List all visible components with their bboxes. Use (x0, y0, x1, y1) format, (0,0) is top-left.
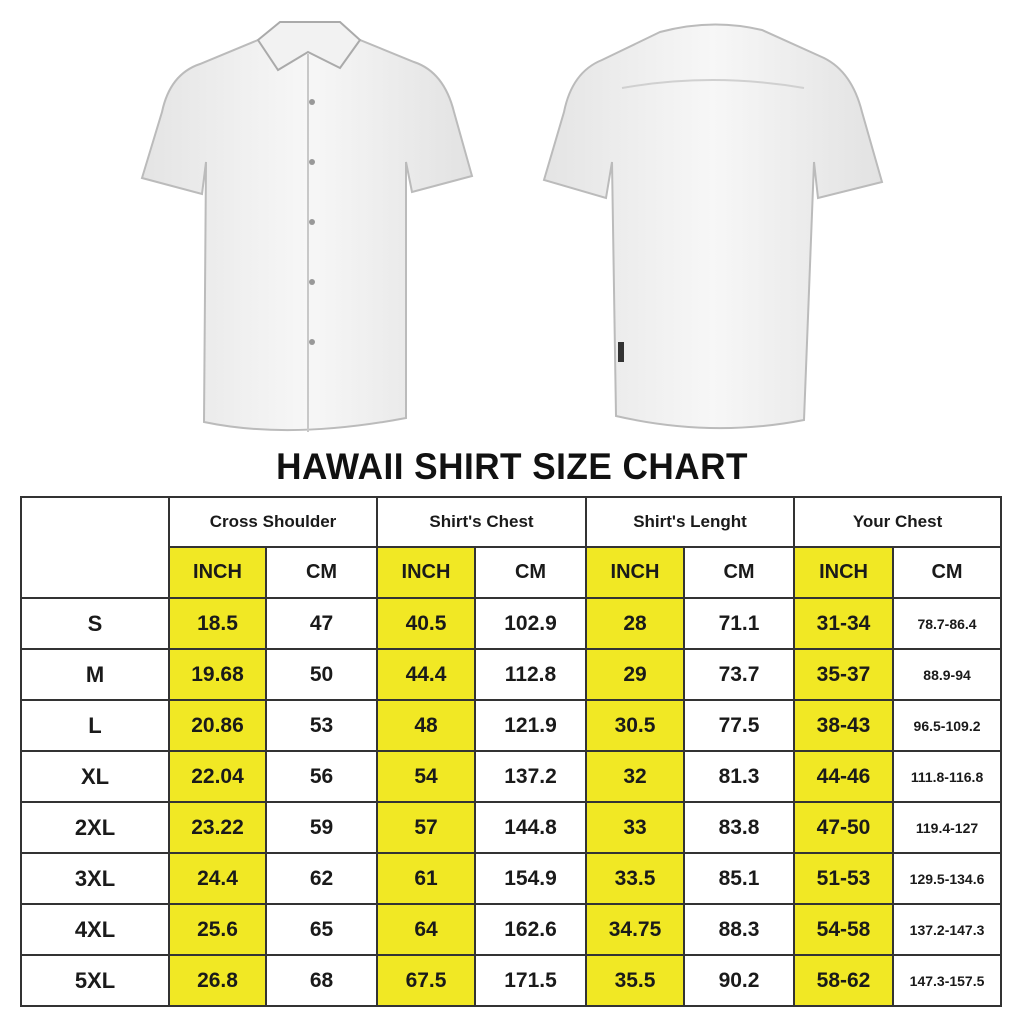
value-cell: 144.8 (474, 801, 587, 854)
value-cell: 129.5-134.6 (892, 852, 1003, 905)
unit-header: CM (892, 546, 1003, 599)
size-label: L (20, 699, 170, 752)
value-cell: 65 (265, 903, 378, 956)
value-cell: 58-62 (793, 954, 895, 1007)
unit-header: INCH (168, 546, 267, 599)
table-row: S 18.5 47 40.5 102.9 28 71.1 31-34 78.7-86.4 (20, 597, 1003, 650)
value-cell: 53 (265, 699, 378, 752)
value-cell: 171.5 (474, 954, 587, 1007)
value-cell: 31-34 (793, 597, 895, 650)
group-header: Cross Shoulder (168, 496, 378, 548)
size-label: 3XL (20, 852, 170, 905)
value-cell: 67.5 (376, 954, 476, 1007)
value-cell: 85.1 (682, 852, 796, 905)
chart-title: HAWAII SHIRT SIZE CHART (276, 446, 748, 487)
corner-cell (20, 496, 170, 599)
unit-header-row: INCH CM INCH CM INCH CM INCH CM (21, 546, 1003, 599)
group-header: Shirt's Chest (376, 496, 587, 548)
value-cell: 24.4 (168, 852, 267, 905)
size-label: M (20, 648, 170, 701)
value-cell: 73.7 (682, 648, 796, 701)
value-cell: 96.5-109.2 (892, 699, 1003, 752)
value-cell: 29 (585, 648, 685, 701)
value-cell: 33 (585, 801, 685, 854)
value-cell: 35.5 (585, 954, 685, 1007)
size-label: S (20, 597, 170, 650)
value-cell: 32 (585, 750, 685, 803)
value-cell: 48 (376, 699, 476, 752)
table-row: M 19.68 50 44.4 112.8 29 73.7 35-37 88.9-94 (20, 648, 1003, 701)
value-cell: 81.3 (682, 750, 796, 803)
value-cell: 28 (585, 597, 685, 650)
value-cell: 47 (265, 597, 378, 650)
value-cell: 47-50 (793, 801, 895, 854)
size-chart-table: Cross Shoulder Shirt's Chest Shirt's Lengh… (20, 496, 1003, 1007)
value-cell: 88.9-94 (892, 648, 1003, 701)
unit-header: CM (265, 546, 378, 599)
value-cell: 62 (265, 852, 378, 905)
unit-header: CM (682, 546, 796, 599)
value-cell: 88.3 (682, 903, 796, 956)
group-header: Your Chest (793, 496, 1003, 548)
value-cell: 147.3-157.5 (892, 954, 1003, 1007)
value-cell: 137.2 (474, 750, 587, 803)
value-cell: 34.75 (585, 903, 685, 956)
value-cell: 78.7-86.4 (892, 597, 1003, 650)
shirt-back-image (542, 23, 884, 430)
group-header-row: Cross Shoulder Shirt's Chest Shirt's Lengh… (20, 496, 1003, 599)
size-label: 4XL (20, 903, 170, 956)
table-row: 4XL 25.6 65 64 162.6 34.75 88.3 54-58 137.2-147.… (20, 903, 1003, 956)
value-cell: 22.04 (168, 750, 267, 803)
table-row: 2XL 23.22 59 57 144.8 33 83.8 47-50 119.4-127 (20, 801, 1003, 854)
value-cell: 64 (376, 903, 476, 956)
unit-header: INCH (376, 546, 476, 599)
value-cell: 121.9 (474, 699, 587, 752)
value-cell: 40.5 (376, 597, 476, 650)
value-cell: 162.6 (474, 903, 587, 956)
value-cell: 20.86 (168, 699, 267, 752)
value-cell: 18.5 (168, 597, 267, 650)
value-cell: 54 (376, 750, 476, 803)
table-row: 3XL 24.4 62 61 154.9 33.5 85.1 51-53 129.5-134.6 (20, 852, 1003, 905)
table-row: 5XL 26.8 68 67.5 171.5 35.5 90.2 58-62 147.3-157… (20, 954, 1003, 1007)
value-cell: 111.8-116.8 (892, 750, 1003, 803)
value-cell: 56 (265, 750, 378, 803)
value-cell: 44.4 (376, 648, 476, 701)
table-row: XL 22.04 56 54 137.2 32 81.3 44-46 111.8-116.8 (20, 750, 1003, 803)
group-header: Shirt's Lenght (584, 496, 796, 548)
value-cell: 19.68 (168, 648, 267, 701)
size-label: XL (20, 750, 170, 803)
value-cell: 54-58 (793, 903, 895, 956)
shirt-front-image (140, 21, 474, 432)
size-label: 5XL (20, 954, 170, 1007)
value-cell: 30.5 (585, 699, 685, 752)
value-cell: 102.9 (474, 597, 587, 650)
value-cell: 50 (265, 648, 378, 701)
unit-header: INCH (793, 546, 895, 599)
value-cell: 57 (376, 801, 476, 854)
value-cell: 23.22 (168, 801, 267, 854)
value-cell: 68 (265, 954, 378, 1007)
value-cell: 35-37 (793, 648, 895, 701)
value-cell: 71.1 (682, 597, 796, 650)
table-row: L 20.86 53 48 121.9 30.5 77.5 38-43 96.5-109.2 (20, 699, 1003, 752)
value-cell: 90.2 (682, 954, 796, 1007)
value-cell: 112.8 (474, 648, 587, 701)
value-cell: 25.6 (168, 903, 267, 956)
value-cell: 51-53 (793, 852, 895, 905)
value-cell: 77.5 (682, 699, 796, 752)
value-cell: 26.8 (168, 954, 267, 1007)
unit-header: CM (474, 546, 587, 599)
value-cell: 137.2-147.3 (892, 903, 1003, 956)
value-cell: 83.8 (682, 801, 796, 854)
value-cell: 38-43 (793, 699, 895, 752)
size-label: 2XL (20, 801, 170, 854)
unit-header: INCH (585, 546, 685, 599)
value-cell: 119.4-127 (892, 801, 1003, 854)
value-cell: 44-46 (793, 750, 895, 803)
value-cell: 61 (376, 852, 476, 905)
value-cell: 154.9 (474, 852, 587, 905)
value-cell: 59 (265, 801, 378, 854)
value-cell: 33.5 (585, 852, 685, 905)
